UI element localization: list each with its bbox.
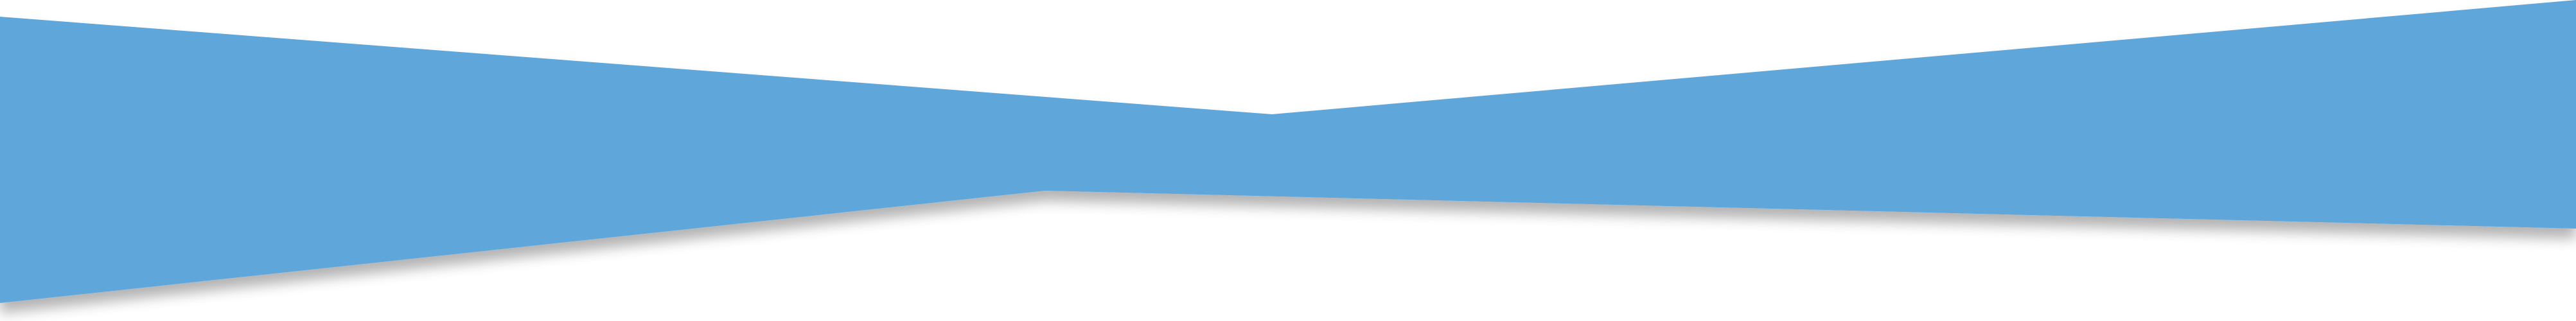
bowtie-shape [0, 0, 2576, 303]
